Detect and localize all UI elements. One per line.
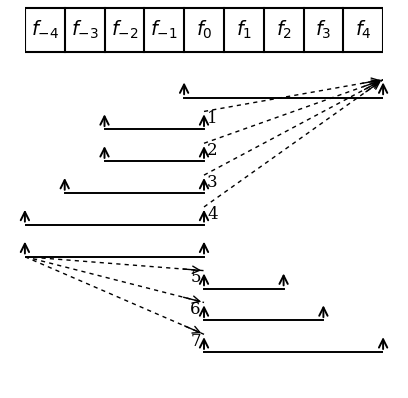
Text: 4: 4 [207,206,218,222]
Text: $f_{3}$: $f_{3}$ [315,19,332,41]
Text: $f_{-1}$: $f_{-1}$ [151,19,178,41]
Bar [25,8,383,52]
Text: $f_{0}$: $f_{0}$ [196,19,212,41]
Text: 7: 7 [190,333,201,350]
Text: $f_{1}$: $f_{1}$ [236,19,252,41]
Text: 5: 5 [190,269,201,286]
Text: 2: 2 [207,142,218,159]
Text: 3: 3 [207,174,218,191]
Text: $f_{4}$: $f_{4}$ [355,19,372,41]
Text: 6: 6 [190,301,201,318]
Text: $f_{-4}$: $f_{-4}$ [31,19,59,41]
Text: 1: 1 [207,110,218,127]
Text: $f_{-2}$: $f_{-2}$ [111,19,138,41]
Text: $f_{2}$: $f_{2}$ [275,19,292,41]
Text: $f_{-3}$: $f_{-3}$ [71,19,98,41]
